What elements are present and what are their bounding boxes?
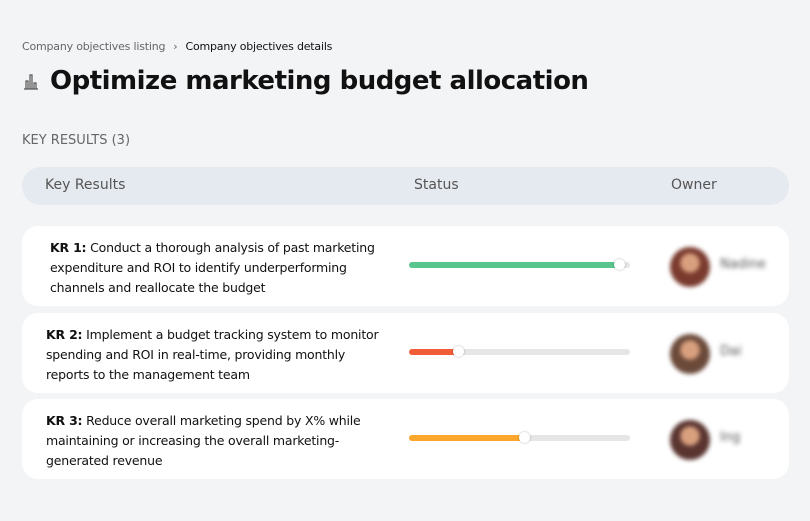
key-result-text: KR 3: Reduce overall marketing spend by … (46, 411, 391, 471)
page-title: Optimize marketing budget allocation (22, 66, 589, 96)
breadcrumb: Company objectives listing › Company obj… (22, 40, 332, 53)
avatar (670, 247, 710, 287)
avatar (670, 334, 710, 374)
key-results-count-label: KEY RESULTS (3) (22, 133, 131, 148)
key-result-description: Reduce overall marketing spend by X% whi… (46, 413, 361, 468)
progress-fill (409, 262, 619, 268)
breadcrumb-current: Company objectives details (185, 40, 333, 53)
breadcrumb-parent-link[interactable]: Company objectives listing (22, 40, 166, 53)
avatar (670, 420, 710, 460)
owner-name: Nadine (720, 257, 766, 272)
key-result-description: Implement a budget tracking system to mo… (46, 327, 379, 382)
header-status: Status (414, 177, 459, 193)
key-result-description: Conduct a thorough analysis of past mark… (50, 240, 375, 295)
progress-thumb[interactable] (613, 259, 625, 270)
key-result-text: KR 2: Implement a budget tracking system… (46, 325, 391, 385)
progress-thumb[interactable] (518, 432, 530, 443)
progress-thumb[interactable] (452, 346, 464, 357)
progress-fill (409, 349, 458, 355)
key-result-text: KR 1: Conduct a thorough analysis of pas… (50, 238, 395, 298)
key-result-id: KR 1: (50, 240, 87, 255)
progress-fill (409, 435, 524, 441)
progress-slider[interactable] (409, 346, 630, 357)
table-row[interactable]: KR 3: Reduce overall marketing spend by … (22, 399, 789, 479)
table-row[interactable]: KR 2: Implement a budget tracking system… (22, 313, 789, 393)
owner-name: Dai (720, 344, 742, 359)
breadcrumb-separator: › (173, 40, 178, 53)
progress-slider[interactable] (409, 432, 630, 443)
key-result-id: KR 2: (46, 327, 83, 342)
header-owner: Owner (671, 177, 717, 193)
header-key-results: Key Results (45, 177, 126, 193)
building-chart-icon (24, 74, 38, 90)
table-row[interactable]: KR 1: Conduct a thorough analysis of pas… (22, 226, 789, 306)
owner-name: Ing (720, 430, 741, 445)
table-header: Key Results Status Owner (22, 167, 789, 205)
objective-title: Optimize marketing budget allocation (50, 66, 589, 96)
key-result-id: KR 3: (46, 413, 83, 428)
progress-slider[interactable] (409, 259, 630, 270)
